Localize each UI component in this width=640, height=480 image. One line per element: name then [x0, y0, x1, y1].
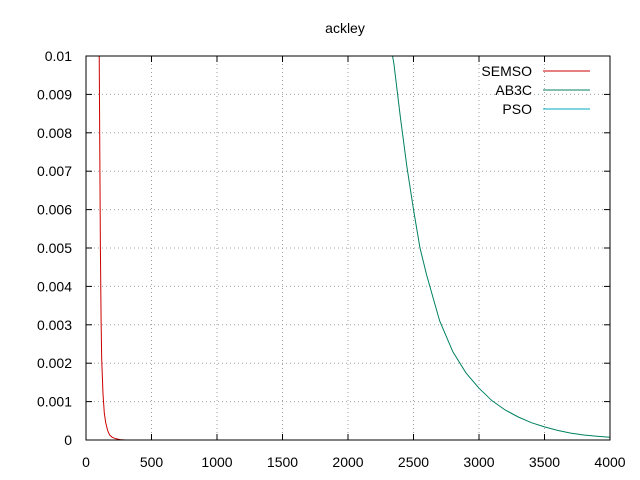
tick-layer: 0 500 1000 1500 2000 2500 3000 3500 4000 0 0.001 0.… [37, 48, 626, 470]
x-tick-label: 1000 [201, 454, 232, 470]
x-tick-label: 4000 [594, 454, 625, 470]
y-tick-label: 0.004 [37, 278, 72, 294]
y-tick-label: 0.003 [37, 317, 72, 333]
y-tick-label: 0.01 [45, 48, 72, 64]
chart-title: ackley [325, 20, 365, 36]
x-tick-label: 3500 [529, 454, 560, 470]
x-tick-label: 2000 [332, 454, 363, 470]
y-tick-label: 0.006 [37, 202, 72, 218]
x-tick-label: 3000 [463, 454, 494, 470]
y-tick-label: 0.008 [37, 125, 72, 141]
x-tick-label: 1500 [267, 454, 298, 470]
series-layer [98, 56, 610, 440]
x-tick-label: 500 [140, 454, 164, 470]
legend-label-ab3c: AB3C [495, 82, 532, 98]
x-tick-label: 2500 [398, 454, 429, 470]
legend-label-pso: PSO [502, 101, 532, 117]
y-tick-label: 0.001 [37, 394, 72, 410]
legend-label-semso: SEMSO [481, 63, 532, 79]
grid-layer [86, 56, 610, 440]
legend: SEMSO AB3C PSO [481, 63, 590, 117]
y-tick-label: 0.007 [37, 163, 72, 179]
y-tick-label: 0.009 [37, 86, 72, 102]
series-line-ab3c [392, 56, 610, 438]
series-line-semso [98, 56, 126, 440]
y-tick-label: 0.005 [37, 240, 72, 256]
x-tick-label: 0 [82, 454, 90, 470]
y-tick-label: 0 [64, 432, 72, 448]
y-tick-label: 0.002 [37, 355, 72, 371]
